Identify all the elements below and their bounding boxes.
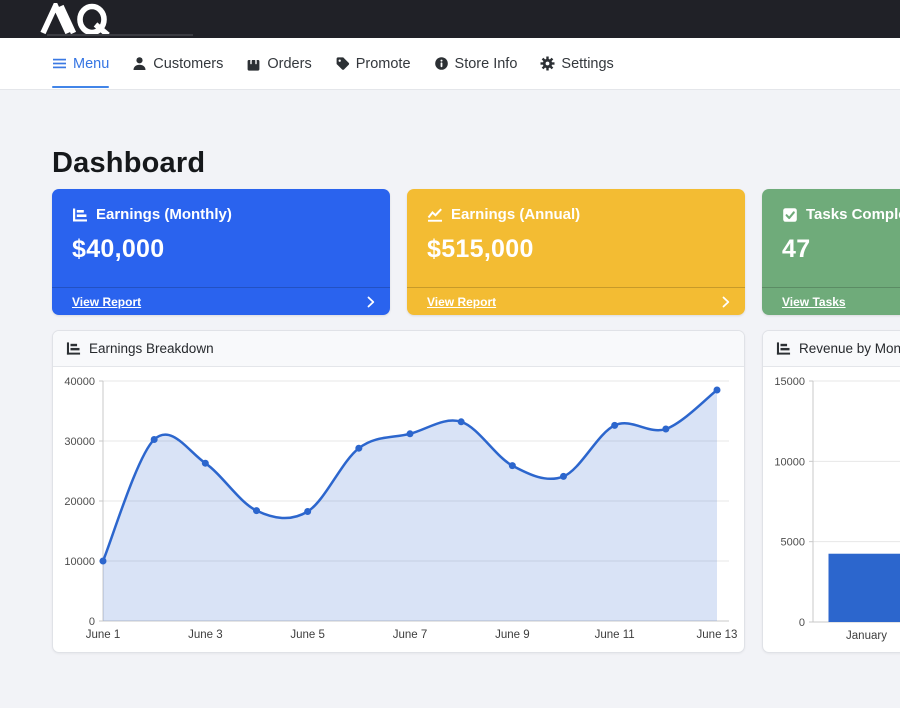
line-chart-icon: [427, 208, 442, 222]
svg-text:10000: 10000: [774, 456, 805, 468]
person-icon: [133, 57, 146, 70]
svg-text:June 11: June 11: [595, 629, 635, 641]
svg-text:June 13: June 13: [697, 629, 738, 641]
stat-card-body: Tasks Completed 47: [762, 189, 900, 287]
svg-text:20000: 20000: [64, 496, 95, 508]
view-report-link[interactable]: View Report: [407, 287, 745, 315]
main-nav: Menu Customers Orders Promote Store Info: [0, 38, 900, 90]
hamburger-icon: [53, 58, 66, 69]
stat-card-earnings-monthly: Earnings (Monthly) $40,000 View Report: [52, 189, 390, 315]
stat-card-title: Tasks Completed: [806, 206, 900, 223]
svg-text:10000: 10000: [64, 556, 95, 568]
bag-icon: [247, 57, 260, 71]
page-title: Dashboard: [52, 147, 206, 179]
revenue-by-month-chart-body: 0 5000 10000 15000 January: [763, 367, 900, 652]
svg-text:15000: 15000: [774, 376, 805, 388]
svg-text:June 7: June 7: [393, 629, 428, 641]
bar-chart-icon: [776, 342, 791, 355]
nav-item-orders[interactable]: Orders: [246, 38, 312, 89]
brand-logo-icon: [40, 3, 110, 35]
svg-text:June 9: June 9: [495, 629, 530, 641]
svg-text:June 1: June 1: [86, 629, 121, 641]
chart-title: Earnings Breakdown: [89, 341, 214, 356]
check-square-icon: [783, 207, 797, 222]
nav-item-settings[interactable]: Settings: [540, 38, 614, 89]
nav-item-store-info[interactable]: Store Info: [434, 38, 518, 89]
nav-item-menu[interactable]: Menu: [52, 38, 110, 89]
tag-icon: [336, 57, 349, 70]
svg-text:30000: 30000: [64, 436, 95, 448]
chevron-right-icon: [367, 296, 375, 307]
main-content: Dashboard Earnings (Monthly) $40,000 Vie…: [0, 147, 900, 653]
bar-chart-icon: [66, 342, 81, 355]
nav-label: Menu: [73, 55, 110, 72]
info-icon: [434, 57, 448, 70]
stat-card-body: Earnings (Monthly) $40,000: [52, 189, 390, 287]
brand-logo[interactable]: [40, 3, 136, 35]
earnings-breakdown-card: Earnings Breakdown 0 10000 20000 30000 40000…: [52, 330, 745, 653]
earnings-breakdown-header: Earnings Breakdown: [53, 331, 744, 367]
stat-cards-row: Earnings (Monthly) $40,000 View Report E: [52, 189, 900, 315]
revenue-by-month-chart: 0 5000 10000 15000 January: [774, 376, 900, 642]
stat-card-earnings-annual: Earnings (Annual) $515,000 View Report: [407, 189, 745, 315]
svg-text:January: January: [846, 630, 887, 642]
svg-text:40000: 40000: [64, 376, 95, 388]
charts-row: Earnings Breakdown 0 10000 20000 30000 40000…: [52, 330, 900, 653]
svg-text:0: 0: [89, 616, 95, 628]
nav-label: Promote: [355, 55, 411, 72]
earnings-breakdown-chart: 0 10000 20000 30000 40000 June 1 June 3 June 5 J…: [64, 376, 738, 641]
nav-label: Store Info: [454, 55, 518, 72]
revenue-by-month-card: Revenue by Month 0 5000 10000 15000 January: [762, 330, 900, 653]
earnings-breakdown-chart-body: 0 10000 20000 30000 40000 June 1 June 3 June 5 J…: [53, 367, 744, 652]
stat-card-value: $40,000: [72, 235, 165, 263]
svg-text:June 5: June 5: [290, 629, 325, 641]
stat-card-value: $515,000: [427, 235, 534, 263]
svg-text:5000: 5000: [781, 537, 805, 549]
stat-card-title: Earnings (Monthly): [96, 206, 232, 223]
stat-card-value: 47: [782, 235, 811, 263]
stat-card-body: Earnings (Annual) $515,000: [407, 189, 745, 287]
chevron-right-icon: [722, 296, 730, 307]
nav-label: Orders: [267, 55, 312, 72]
nav-label: Settings: [561, 55, 614, 72]
view-tasks-link[interactable]: View Tasks: [762, 287, 900, 315]
view-report-link[interactable]: View Report: [52, 287, 390, 315]
nav-item-customers[interactable]: Customers: [132, 38, 223, 89]
svg-text:0: 0: [799, 617, 805, 629]
revenue-by-month-header: Revenue by Month: [763, 331, 900, 367]
gear-icon: [540, 56, 555, 71]
chart-title: Revenue by Month: [799, 341, 900, 356]
svg-text:June 3: June 3: [188, 629, 223, 641]
bar-chart-icon: [73, 208, 87, 221]
stat-card-title: Earnings (Annual): [451, 206, 581, 223]
logo-underline: [47, 34, 193, 36]
active-tab-underline: [52, 86, 110, 88]
nav-item-promote[interactable]: Promote: [335, 38, 411, 89]
stat-card-tasks-completed: Tasks Completed 47 View Tasks: [762, 189, 900, 315]
nav-label: Customers: [153, 55, 224, 72]
topbar: [0, 0, 900, 38]
